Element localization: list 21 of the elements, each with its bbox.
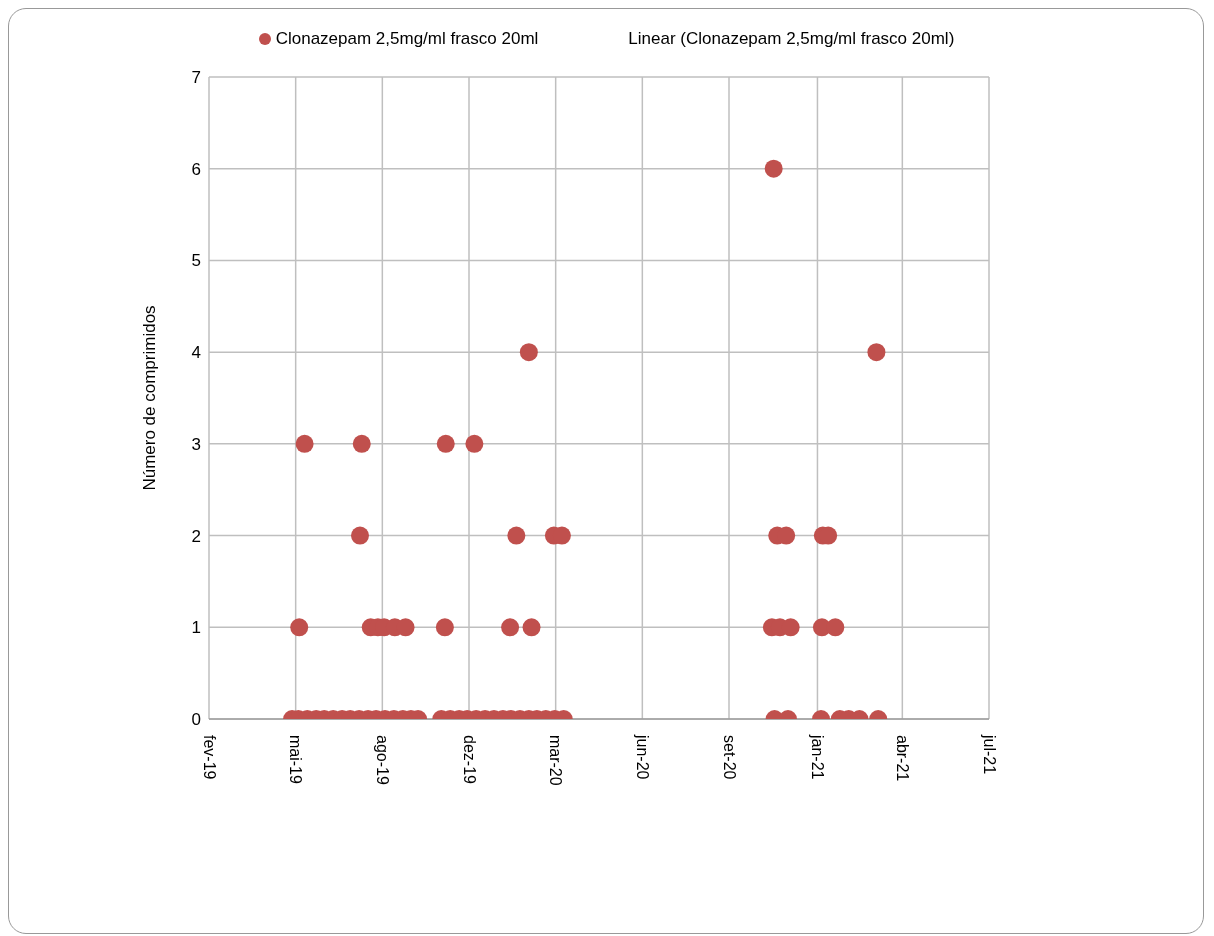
x-tick-label: fev-19	[200, 735, 218, 780]
y-tick-label: 4	[191, 343, 201, 363]
x-tick-label: abr-21	[893, 735, 911, 782]
x-tick-label: jun-20	[633, 734, 651, 780]
x-tick-label: mar-20	[547, 735, 565, 786]
y-tick-label: 3	[191, 434, 201, 454]
y-tick-label: 6	[191, 159, 201, 179]
legend-label: Clonazepam 2,5mg/ml frasco 20ml	[275, 29, 539, 49]
y-tick-label: 1	[191, 618, 201, 638]
text: Linear (Clonazepam 2,5mg/ml frasco 20ml)	[628, 29, 955, 49]
y-tick-label: 7	[191, 68, 201, 88]
x-tick-label: jul-21	[980, 734, 998, 775]
x-tick-label: dez-19	[460, 735, 478, 785]
y-tick-label: 0	[191, 710, 201, 730]
x-tick-label: jan-21	[808, 734, 826, 780]
y-tick-label: 5	[191, 251, 201, 271]
x-tick-label: set-20	[720, 735, 738, 780]
x-tick-label: ago-19	[373, 735, 391, 785]
y-tick-label: 2	[191, 526, 201, 546]
x-tick-label: mai-19	[287, 735, 305, 785]
y-axis-title: Número de comprimidos	[140, 305, 160, 491]
